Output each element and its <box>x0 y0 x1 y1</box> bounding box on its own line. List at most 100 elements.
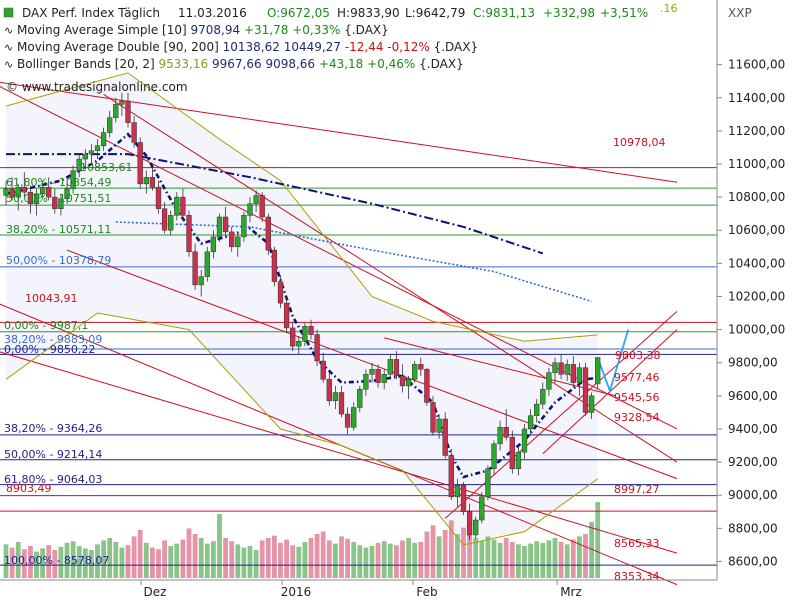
volume-bar <box>119 547 125 578</box>
volume-bar <box>125 545 131 578</box>
y-tick-label: 11000,00 <box>728 157 785 171</box>
volume-bar <box>467 531 472 578</box>
candle-body <box>216 216 223 238</box>
volume-bar <box>229 541 235 578</box>
volume-bar <box>76 546 82 578</box>
volume-bar <box>198 538 204 578</box>
y-tick-label: 8600,00 <box>728 554 778 568</box>
volume-bar <box>9 547 15 578</box>
volume-bar <box>235 544 241 578</box>
right-label-9577: 9577,46 <box>614 371 660 384</box>
right-label-9545: 9545,56 <box>614 391 660 404</box>
candle-body <box>412 364 418 380</box>
volume-bar <box>40 548 45 578</box>
volume-bar <box>412 542 418 578</box>
y-tick-label: 10200,00 <box>728 289 785 303</box>
candle-body <box>418 364 424 370</box>
level-label-8903: 8903,49 <box>6 482 52 495</box>
volume-bar <box>320 531 326 578</box>
volume-bar <box>570 539 576 578</box>
candle-body <box>125 100 131 123</box>
ohlc-change: +332,98 <box>543 6 595 20</box>
trendline <box>0 81 678 183</box>
volume-bar <box>540 542 546 578</box>
fib-label-lower-2: 61,80% - 9064,03 <box>4 473 102 486</box>
candle-body <box>460 485 467 513</box>
bollinger-upper-line <box>5 72 598 342</box>
volume-bar <box>534 541 540 578</box>
y-tick-label: 11600,00 <box>728 58 785 72</box>
volume-bar <box>174 543 180 578</box>
candle-body <box>448 455 454 498</box>
candle-body <box>198 276 204 286</box>
candle-body <box>308 326 314 335</box>
candle-body <box>570 364 576 383</box>
indicator-mad-line: Moving Average Double [90, 200] 10138,62… <box>17 40 478 54</box>
right-label-8353: 8353,34 <box>614 570 660 583</box>
volume-bar <box>186 528 192 578</box>
volume-bar <box>259 540 265 578</box>
candle-body <box>387 359 393 375</box>
candle-body <box>357 388 363 408</box>
volume-bar <box>448 520 454 578</box>
y-tick-label: 10800,00 <box>728 190 785 204</box>
candle-body <box>241 215 247 238</box>
x-label-feb: Feb <box>416 585 437 599</box>
volume-bar <box>558 542 564 578</box>
fib-label-upper-2: 38,20% - 10571,11 <box>6 223 111 236</box>
bollinger-lower-line <box>5 312 598 546</box>
candle-body <box>473 519 479 536</box>
candle-body <box>588 395 595 413</box>
volume-bar <box>509 542 515 578</box>
volume-bar <box>351 542 357 578</box>
candle-body <box>204 251 210 277</box>
volume-bar <box>552 538 558 578</box>
candle-body <box>137 142 143 185</box>
volume-bar <box>21 549 27 578</box>
candle-body <box>64 188 70 200</box>
candle-body <box>503 427 509 438</box>
y-tick-label: 11200,00 <box>728 124 785 138</box>
candle-body <box>131 122 137 143</box>
candle-body <box>479 496 485 521</box>
fib-label-upper-3: 50,00% - 10378,79 <box>6 254 111 267</box>
chart-date: 11.03.2016 <box>178 6 247 20</box>
candle-body <box>253 195 259 204</box>
volume-bar <box>290 545 296 578</box>
volume-bar <box>522 546 527 578</box>
volume-bar <box>528 543 533 578</box>
candle-body <box>52 196 58 209</box>
indicator-bb-icon: ∿ <box>4 58 13 71</box>
candle-body <box>82 153 88 160</box>
axes-layer: Dez 2016 Feb Mrz <box>0 0 718 599</box>
candle-body <box>58 198 64 209</box>
candle-body <box>338 392 345 415</box>
candle-body <box>180 196 186 216</box>
volume-bar <box>89 550 94 578</box>
volume-bar <box>583 534 588 578</box>
volume-bar <box>64 542 70 578</box>
volume-bar <box>497 542 503 578</box>
volume-bar <box>369 546 375 578</box>
horizontal-levels-layer <box>0 167 717 566</box>
y-ticks-layer: 8600,00 8800,00 9000,00 9200,00 9400,00 9600,… <box>717 58 785 568</box>
candle-body <box>15 186 21 198</box>
candle-body <box>192 251 198 286</box>
volume-bar <box>3 544 9 578</box>
chart-title: DAX Perf. Index Täglich <box>22 6 160 20</box>
ohlc-change-pct: +3,51% <box>600 6 648 20</box>
candle-body <box>424 369 430 403</box>
volume-bar <box>113 542 119 578</box>
y-tick-label: 10400,00 <box>728 256 785 270</box>
candle-body <box>515 451 522 469</box>
volume-bar <box>400 540 405 578</box>
ohlc-low: L:9642,79 <box>405 6 465 20</box>
indicator-sma-icon: ∿ <box>4 24 13 37</box>
candle-body <box>363 374 369 390</box>
volume-bar <box>546 540 552 578</box>
candle-body <box>436 418 442 433</box>
candle-body <box>100 132 107 147</box>
candle-body <box>271 249 278 282</box>
candle-body <box>430 402 436 433</box>
